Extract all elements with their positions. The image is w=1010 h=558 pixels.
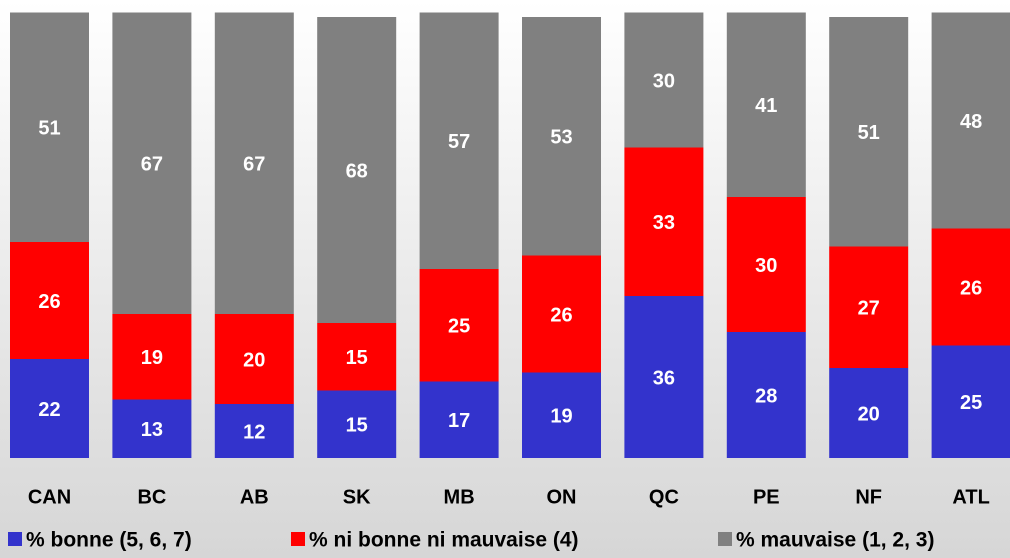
x-tick-label: AB	[240, 486, 269, 508]
bar-segment	[214, 12, 294, 314]
value-label: 19	[550, 406, 572, 428]
bar-segment	[419, 269, 499, 382]
legend-swatch	[291, 532, 305, 546]
x-tick-label: MB	[444, 486, 475, 508]
x-tick-label: CAN	[28, 486, 71, 508]
bar-segment	[10, 242, 89, 359]
x-tick-label: NF	[855, 486, 882, 508]
value-label: 30	[653, 70, 675, 92]
x-tick-label: ATL	[952, 486, 989, 508]
value-label: 41	[755, 95, 777, 117]
value-label: 48	[960, 111, 982, 133]
bar-segment	[829, 246, 909, 368]
bar-segment	[317, 323, 397, 391]
legend-label: % ni bonne ni mauvaise (4)	[309, 529, 579, 552]
x-tick-label: BC	[137, 486, 166, 508]
bar-segment	[419, 381, 499, 458]
x-tick-label: QC	[649, 486, 679, 508]
legend-label: % mauvaise (1, 2, 3)	[736, 529, 934, 552]
bar-segment	[112, 399, 192, 458]
bar-segment	[317, 17, 397, 323]
value-label: 26	[38, 291, 60, 313]
value-label: 30	[755, 255, 777, 277]
bar-segment	[112, 314, 192, 400]
value-label: 20	[243, 349, 265, 371]
bar-segment	[931, 345, 1010, 458]
value-label: 22	[38, 399, 60, 421]
value-label: 25	[960, 392, 982, 414]
bar-segment	[931, 12, 1010, 229]
legend-swatch	[718, 532, 732, 546]
x-tick-label: SK	[343, 486, 371, 508]
value-label: 36	[653, 367, 675, 389]
value-label: 27	[858, 298, 880, 320]
bar-segment	[624, 147, 704, 296]
bar-segment	[931, 228, 1010, 346]
bar-segment	[726, 197, 806, 332]
value-label: 33	[653, 212, 675, 234]
bar-segment	[317, 390, 397, 458]
bar-segment	[112, 12, 192, 314]
bar-segment	[522, 255, 601, 373]
bar-segment	[829, 17, 909, 247]
value-label: 20	[858, 403, 880, 425]
value-label: 51	[38, 118, 60, 140]
value-label: 53	[550, 127, 572, 149]
value-label: 67	[141, 154, 163, 176]
bar-segment	[214, 314, 294, 404]
value-label: 68	[346, 160, 368, 182]
bar-segment	[419, 12, 499, 269]
value-label: 17	[448, 410, 470, 432]
value-label: 19	[141, 347, 163, 369]
bar-segment	[522, 17, 601, 256]
value-label: 12	[243, 421, 265, 443]
value-label: 57	[448, 131, 470, 153]
bar-segment	[726, 12, 806, 197]
bar-segment	[10, 359, 89, 458]
bar-segment	[214, 404, 294, 458]
bar-segment	[829, 368, 909, 458]
value-label: 15	[346, 347, 368, 369]
value-label: 25	[448, 316, 470, 338]
value-label: 15	[346, 415, 368, 437]
x-tick-label: PE	[753, 486, 780, 508]
x-tick-label: ON	[547, 486, 577, 508]
value-label: 13	[141, 419, 163, 441]
bar-segment	[726, 332, 806, 458]
value-label: 67	[243, 154, 265, 176]
legend-swatch	[8, 532, 22, 546]
bar-segment	[522, 372, 601, 458]
bar-segment	[624, 296, 704, 458]
bar-segment	[10, 12, 89, 242]
value-label: 28	[755, 385, 777, 407]
value-label: 51	[858, 122, 880, 144]
legend-label: % bonne (5, 6, 7)	[26, 529, 192, 552]
value-label: 26	[550, 304, 572, 326]
value-label: 26	[960, 277, 982, 299]
bar-segment	[624, 12, 704, 148]
